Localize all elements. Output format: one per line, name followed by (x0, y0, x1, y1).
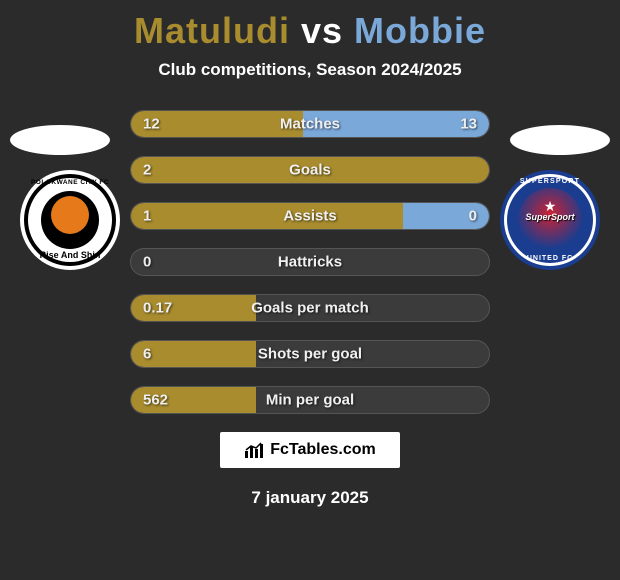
stat-label: Assists (283, 208, 336, 225)
stat-value-left: 0 (143, 254, 151, 271)
stat-row: 0.17 Goals per match (130, 294, 490, 322)
stat-label: Matches (280, 116, 340, 133)
subtitle-text: Club competitions, Season 2024/2025 (0, 60, 620, 80)
stat-label: Min per goal (266, 392, 354, 409)
stat-row: 0 Hattricks (130, 248, 490, 276)
stat-fill-left (131, 203, 403, 229)
stat-row: 12 Matches 13 (130, 110, 490, 138)
stat-value-left: 562 (143, 392, 168, 409)
stat-row: 2 Goals (130, 156, 490, 184)
stats-area: 12 Matches 13 2 Goals 1 Assists 0 0 Hattricks 0.17… (0, 110, 620, 414)
source-logo: FcTables.com (220, 432, 400, 468)
stat-value-left: 6 (143, 346, 151, 363)
stat-row: 6 Shots per goal (130, 340, 490, 368)
vs-word: vs (301, 10, 343, 51)
stat-label: Goals per match (251, 300, 369, 317)
player1-name: Matuludi (134, 10, 290, 51)
stat-bars-container: 12 Matches 13 2 Goals 1 Assists 0 0 Hattricks 0.17… (130, 110, 490, 414)
stat-value-left: 12 (143, 116, 160, 133)
stat-value-left: 1 (143, 208, 151, 225)
stat-label: Goals (289, 162, 331, 179)
mini-chart-icon (244, 441, 266, 459)
player2-name: Mobbie (354, 10, 486, 51)
source-brand-text: FcTables.com (270, 441, 376, 459)
stat-label: Shots per goal (258, 346, 362, 363)
stat-value-left: 2 (143, 162, 151, 179)
stat-row: 562 Min per goal (130, 386, 490, 414)
comparison-title: Matuludi vs Mobbie (0, 0, 620, 52)
stat-value-left: 0.17 (143, 300, 172, 317)
stat-label: Hattricks (278, 254, 342, 271)
stat-value-right: 13 (460, 116, 477, 133)
stat-row: 1 Assists 0 (130, 202, 490, 230)
stat-value-right: 0 (469, 208, 477, 225)
generation-date: 7 january 2025 (0, 488, 620, 508)
